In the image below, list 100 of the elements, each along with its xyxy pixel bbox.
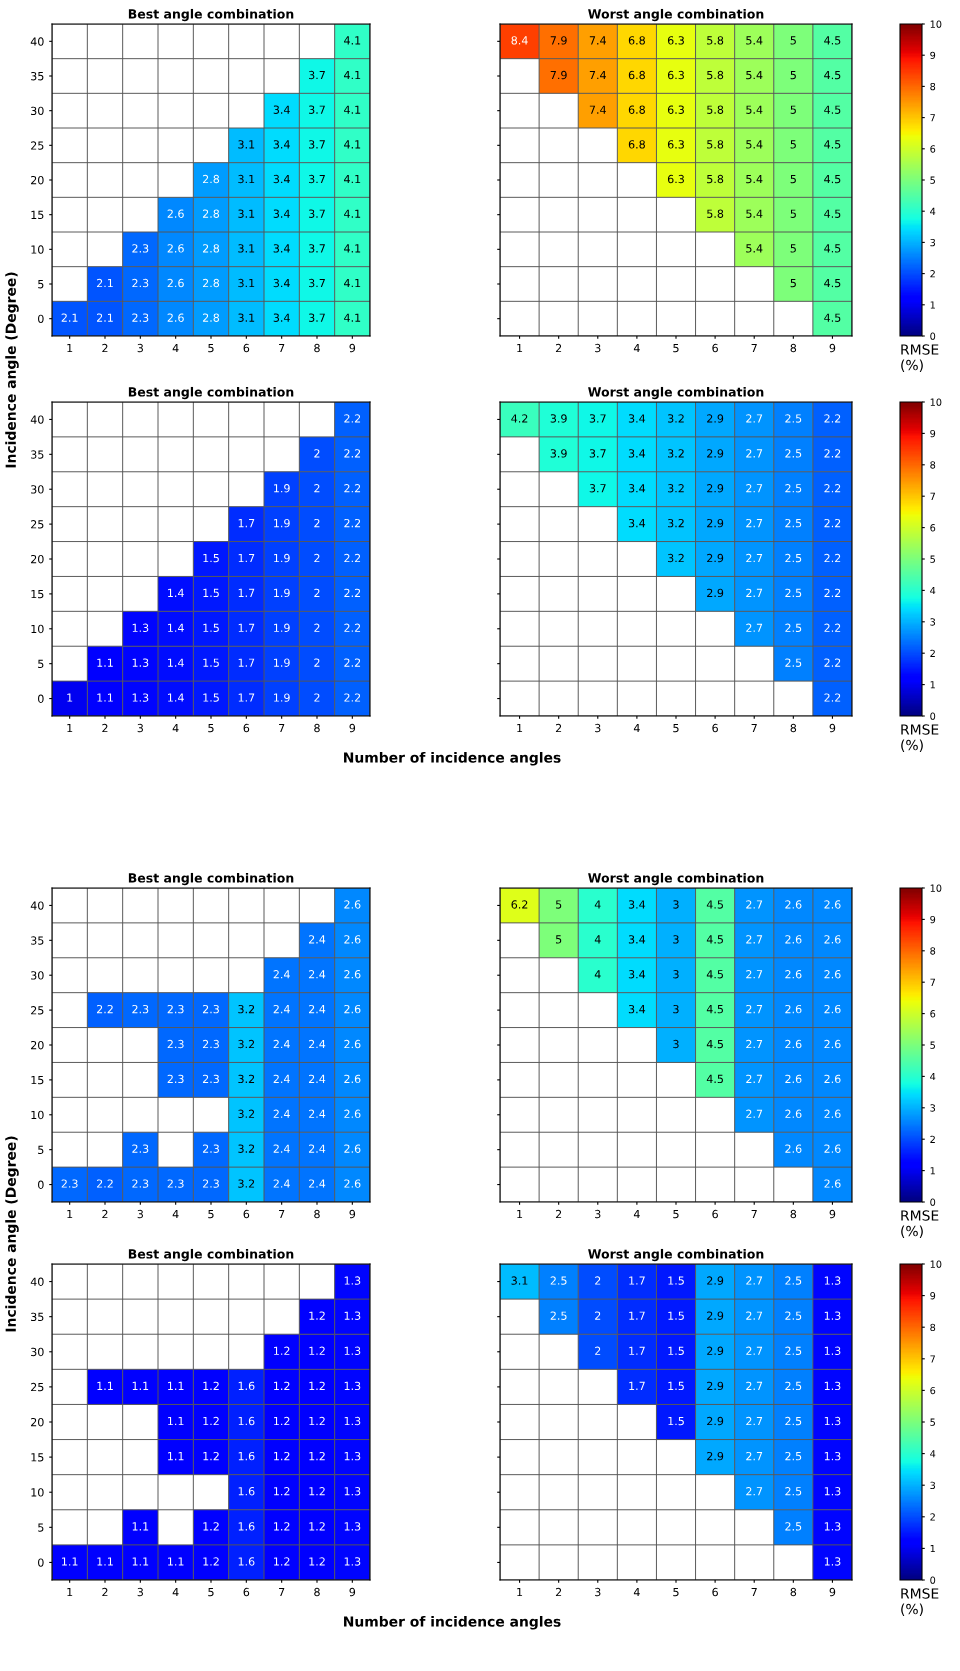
- data-label: 2: [314, 623, 320, 632]
- data-label: 3: [673, 1039, 679, 1049]
- data-label: 1.2: [274, 1487, 290, 1496]
- data-label: 4.5: [824, 278, 841, 288]
- data-label: 3.4: [273, 209, 290, 218]
- data-label: 2.6: [344, 1179, 361, 1188]
- x-tick-label: 4: [633, 1209, 640, 1219]
- data-label: 5.4: [746, 70, 763, 80]
- x-tick-label: 9: [349, 1587, 356, 1597]
- x-tick-label: 9: [829, 723, 836, 733]
- color-bar-label: 7: [930, 978, 935, 986]
- color-bar-label: 3: [930, 1481, 936, 1490]
- data-label: 2.4: [308, 1144, 326, 1153]
- y-tick-label: 25: [31, 1382, 44, 1392]
- data-label: 3.4: [628, 1004, 646, 1014]
- data-label: 1.2: [309, 1346, 325, 1355]
- data-label: 1.3: [824, 1451, 841, 1461]
- color-bar-label: 9: [930, 51, 936, 60]
- data-label: 1.3: [824, 1311, 841, 1320]
- x-tick-label: 1: [517, 1209, 523, 1219]
- data-label: 6.2: [511, 900, 528, 909]
- data-label: 3.2: [668, 484, 684, 493]
- data-label: 1.6: [238, 1381, 255, 1391]
- data-label: 5: [790, 174, 796, 184]
- data-label: 2.2: [824, 449, 841, 458]
- x-tick-label: 1: [517, 723, 523, 733]
- data-label: 1.1: [132, 1557, 149, 1566]
- x-tick-label: 3: [595, 723, 601, 733]
- x-tick-label: 5: [208, 723, 214, 733]
- color-bar-label: 6: [930, 145, 936, 153]
- data-label: 4: [594, 935, 601, 944]
- data-label: 2.4: [273, 1109, 290, 1118]
- data-label: 2.6: [824, 1039, 841, 1049]
- data-label: 2.6: [785, 1004, 802, 1014]
- data-label: 2.7: [746, 1004, 763, 1014]
- data-label: 2.9: [707, 414, 724, 423]
- x-tick-label: 7: [751, 1587, 757, 1597]
- x-tick-label: 6: [712, 1587, 718, 1597]
- color-bar-label: 4: [930, 1073, 936, 1081]
- data-label: 2.7: [746, 623, 763, 632]
- data-label: 2.5: [550, 1311, 567, 1320]
- data-label: 2.4: [273, 1039, 290, 1049]
- data-label: 5.8: [707, 70, 724, 80]
- x-tick-label: 6: [712, 1209, 718, 1219]
- data-label: 2.7: [746, 449, 763, 458]
- data-label: 4.1: [344, 105, 361, 114]
- x-tick-label: 5: [673, 1209, 679, 1219]
- data-label: 2.3: [132, 1144, 149, 1153]
- y-tick-label: 40: [30, 415, 44, 424]
- data-label: 4.5: [706, 935, 723, 944]
- data-label: 1.7: [238, 519, 255, 528]
- x-tick-label: 7: [279, 1587, 285, 1597]
- data-label: 1.7: [238, 553, 255, 563]
- data-label: 6.3: [667, 70, 684, 80]
- data-label: 5: [555, 935, 562, 944]
- data-label: 7.4: [589, 70, 606, 80]
- data-label: 3.2: [238, 1004, 255, 1014]
- chart-title: Best angle combination: [128, 872, 294, 886]
- data-label: 2.9: [707, 484, 724, 493]
- color-bar-label: 1: [930, 1167, 935, 1175]
- data-label: 2.6: [785, 1039, 802, 1049]
- x-tick-label: 3: [595, 1587, 601, 1597]
- data-label: 2.2: [344, 518, 361, 528]
- x-tick-label: 6: [243, 343, 250, 353]
- color-bar-label: 9: [930, 429, 936, 438]
- data-label: 4: [594, 900, 601, 909]
- x-tick-label: 9: [829, 343, 836, 353]
- data-label: 3.7: [309, 313, 325, 322]
- data-label: 1.1: [168, 1381, 184, 1390]
- data-label: 2: [595, 1276, 601, 1285]
- y-tick-label: 30: [31, 106, 44, 116]
- data-label: 2.6: [824, 1074, 841, 1084]
- data-label: 3.1: [238, 174, 255, 184]
- data-label: 2.6: [167, 209, 184, 218]
- data-label: 2.7: [746, 484, 763, 493]
- data-label: 1.3: [824, 1522, 841, 1531]
- data-label: 2.4: [308, 970, 326, 979]
- data-label: 1.3: [132, 623, 149, 632]
- data-label: 2.6: [785, 935, 802, 944]
- x-tick-label: 3: [595, 343, 601, 353]
- data-label: 2.2: [344, 693, 361, 702]
- y-tick-label: 40: [30, 37, 44, 46]
- data-label: 3: [673, 1004, 679, 1014]
- x-tick-label: 6: [712, 343, 718, 353]
- data-label: 2.7: [746, 1074, 763, 1083]
- data-label: 5: [790, 140, 796, 149]
- x-tick-label: 4: [172, 343, 179, 353]
- y-tick-label: 10: [31, 1488, 44, 1497]
- data-label: 1.7: [629, 1381, 645, 1390]
- data-label: 3.7: [589, 414, 606, 423]
- data-label: 3.2: [668, 518, 684, 528]
- data-label: 2.8: [202, 174, 220, 184]
- chart-title: Best angle combination: [128, 386, 294, 400]
- data-label: 1: [67, 693, 73, 702]
- y-tick-label: 25: [31, 141, 44, 150]
- data-label: 5.4: [746, 174, 763, 184]
- data-label: 2.5: [785, 1346, 802, 1355]
- data-label: 5.4: [746, 105, 763, 114]
- data-label: 2.2: [344, 449, 361, 458]
- data-label: 2.8: [202, 244, 220, 253]
